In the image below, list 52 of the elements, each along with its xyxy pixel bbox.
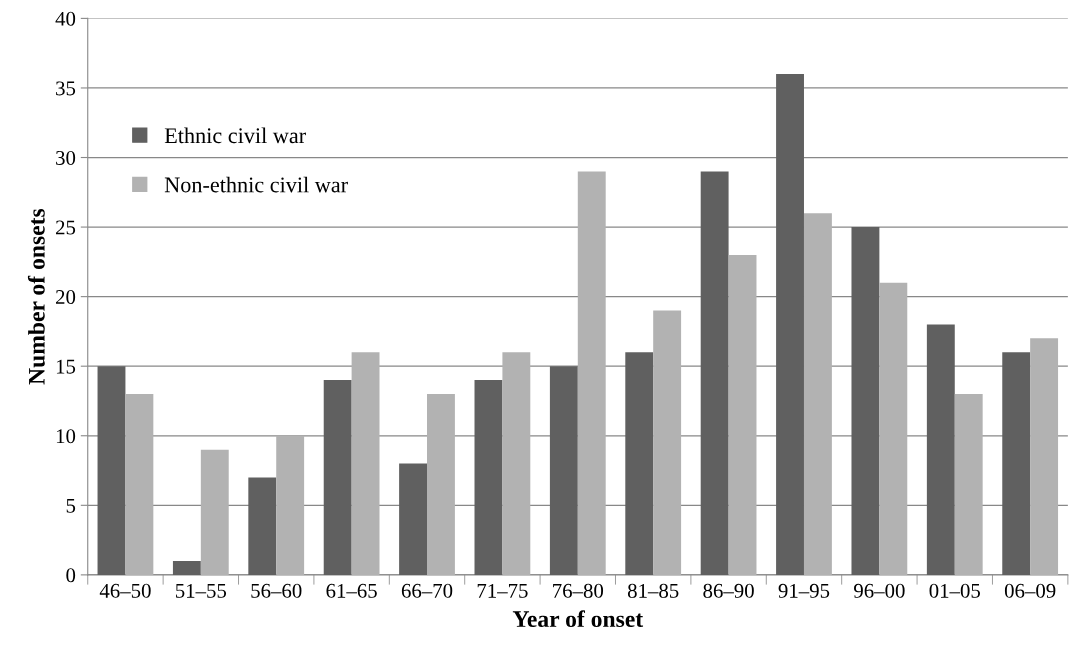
bar [172, 560, 201, 575]
bar [803, 213, 832, 575]
x-tick-label: 81–85 [627, 583, 679, 598]
bar [776, 74, 804, 575]
bar [851, 227, 880, 575]
bar [351, 352, 380, 575]
legend-label: Non-ethnic civil war [164, 176, 348, 193]
bar [276, 435, 305, 575]
x-tick-label: 01–05 [929, 583, 980, 598]
bar [549, 366, 578, 575]
y-tick-label: 25 [56, 220, 76, 235]
x-axis-title: Year of onset [512, 610, 644, 628]
bar [1030, 338, 1059, 575]
y-axis-title: Number of onsets [27, 208, 45, 385]
x-tick-label: 96–00 [854, 583, 905, 598]
bar [879, 282, 908, 575]
legend-label: Ethnic civil war [164, 127, 306, 144]
x-tick-label: 71–75 [477, 583, 528, 598]
y-tick-label: 15 [56, 359, 76, 374]
y-tick-label: 5 [66, 498, 76, 513]
bar [625, 352, 654, 575]
bar [427, 394, 455, 575]
bar [653, 310, 682, 575]
x-tick-label: 76–80 [553, 583, 604, 598]
bar [502, 352, 531, 575]
bar [728, 254, 757, 575]
bar [474, 380, 503, 575]
bar [577, 171, 606, 575]
x-tick-label: 56–60 [251, 583, 302, 598]
bar [125, 394, 154, 575]
y-tick-label: 30 [56, 150, 76, 165]
bar [954, 394, 983, 575]
y-tick-label: 10 [56, 429, 76, 444]
x-tick-label: 86–90 [703, 583, 754, 598]
bar [700, 171, 729, 575]
bar [200, 449, 229, 575]
bar [97, 366, 126, 575]
x-tick-label: 61–65 [326, 583, 377, 598]
y-tick-label: 35 [56, 81, 76, 96]
y-tick-label: 0 [66, 568, 76, 583]
x-tick-label: 66–70 [401, 583, 453, 598]
x-tick-label: 91–95 [778, 583, 830, 598]
y-tick-label: 20 [56, 290, 76, 305]
y-tick-label: 40 [55, 11, 76, 26]
bar [1002, 352, 1031, 575]
bar [926, 324, 955, 575]
x-tick-label: 51–55 [176, 583, 227, 598]
bar [399, 463, 428, 575]
bar [248, 477, 277, 575]
x-tick-label: 46–50 [99, 583, 151, 598]
x-tick-label: 06–09 [1004, 583, 1056, 598]
bar [323, 380, 352, 575]
